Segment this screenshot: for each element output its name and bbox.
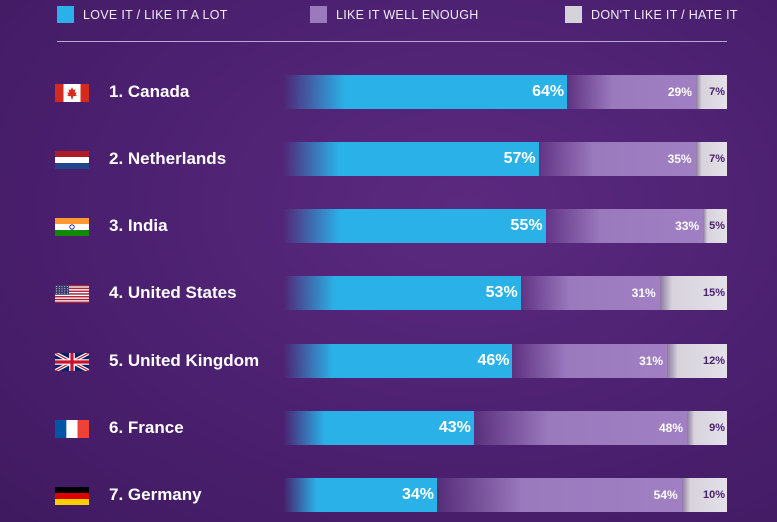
like-segment: 33% [545,209,704,243]
stacked-bar: 64% 29% 7% [283,75,727,109]
netherlands-flag-icon [55,151,89,169]
dont-like-segment: 12% [667,344,727,378]
stacked-bar: 53% 31% 15% [283,276,727,310]
united-kingdom-flag-icon [55,353,89,371]
dont-like-segment: 7% [695,75,727,109]
stacked-bar: 34% 54% 10% [283,478,727,512]
data-label: 57% [503,150,536,167]
legend-label: LOVE IT / LIKE IT A LOT [83,7,228,22]
data-label: 5% [709,220,725,232]
data-label: 10% [702,489,725,501]
data-label: 15% [702,287,725,299]
data-label: 12% [702,355,725,367]
legend-item: DON'T LIKE IT / HATE IT [565,6,738,23]
germany-flag-icon [55,487,89,505]
dont-like-segment: 9% [687,411,727,445]
country-label: 2. Netherlands [109,149,227,168]
like-segment: 35% [538,142,696,176]
dont-like-segment: 5% [703,209,727,243]
chart-row: 4. United States 53% 31% 15% [0,276,777,310]
legend-item: LOVE IT / LIKE IT A LOT [57,6,228,23]
legend-label: DON'T LIKE IT / HATE IT [591,7,738,22]
data-label: 9% [709,422,725,434]
love-segment: 57% [283,142,539,176]
like-segment: 54% [437,478,682,512]
chart-row: 6. France 43% 48% 9% [0,411,777,445]
legend-swatch [565,6,582,23]
love-segment: 34% [283,478,438,512]
dont-like-segment: 15% [659,276,727,310]
stacked-bar: 46% 31% 12% [283,344,727,378]
data-label: 64% [532,83,565,100]
chart-row: 2. Netherlands 57% 35% 7% [0,142,777,176]
country-label: 5. United Kingdom [109,351,260,370]
divider-rule [57,41,727,42]
love-segment: 46% [283,344,513,378]
data-label: 34% [402,486,435,503]
data-label: 55% [510,217,543,234]
country-label: 4. United States [109,283,237,302]
legend-swatch [310,6,327,23]
country-label: 3. India [109,216,168,235]
like-segment: 48% [473,411,688,445]
data-label: 46% [477,352,510,369]
chart-row: 3. India 55% 33% 5% [0,209,777,243]
love-segment: 43% [283,411,474,445]
data-label: 48% [658,421,684,435]
legend-swatch [57,6,74,23]
data-label: 35% [667,152,692,166]
data-label: 31% [639,354,664,368]
like-segment: 31% [512,344,668,378]
data-label: 33% [675,219,700,233]
stacked-bar: 43% 48% 9% [283,411,727,445]
dont-like-segment: 10% [681,478,727,512]
data-label: 54% [653,488,678,502]
dont-like-segment: 7% [695,142,727,176]
stacked-bar: 55% 33% 5% [283,209,727,243]
chart-row: 1. Canada 64% 29% 7% [0,75,777,109]
data-label: 43% [438,419,471,436]
stacked-bar: 57% 35% 7% [283,142,727,176]
legend-item: LIKE IT WELL ENOUGH [310,6,479,23]
country-label: 7. Germany [109,485,202,504]
data-label: 53% [485,284,518,301]
united-states-flag-icon [55,285,89,303]
love-segment: 64% [283,75,568,109]
like-segment: 31% [520,276,660,310]
data-label: 7% [709,86,725,98]
india-flag-icon [55,218,89,236]
love-segment: 55% [283,209,546,243]
data-label: 31% [631,286,656,300]
chart-row: 5. United Kingdom 46% 31% 12% [0,344,777,378]
legend-label: LIKE IT WELL ENOUGH [336,7,479,22]
data-label: 29% [667,85,692,99]
chart-row: 7. Germany 34% 54% 10% [0,478,777,512]
country-label: 6. France [109,418,184,437]
legend: LOVE IT / LIKE IT A LOT LIKE IT WELL ENOU… [0,6,777,28]
canada-flag-icon [55,84,89,102]
like-segment: 29% [567,75,696,109]
data-label: 7% [709,153,725,165]
love-segment: 53% [283,276,521,310]
country-label: 1. Canada [109,82,190,101]
france-flag-icon [55,420,89,438]
